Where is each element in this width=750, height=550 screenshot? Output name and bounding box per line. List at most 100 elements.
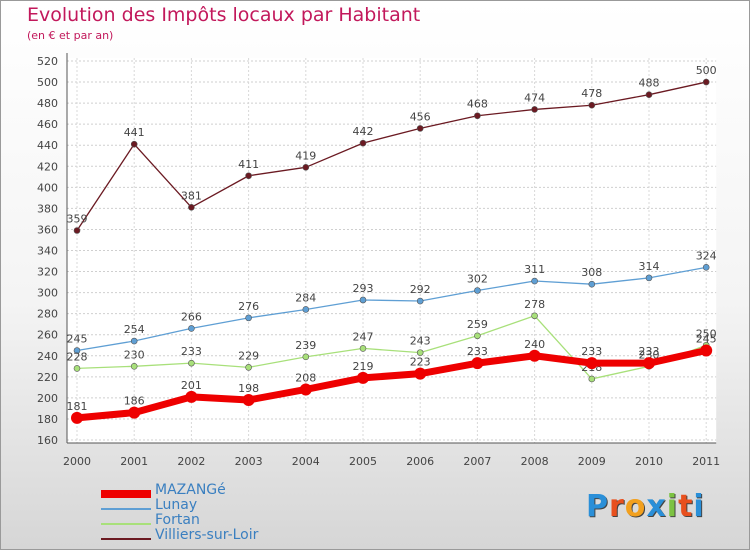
data-label: 245 [696, 333, 717, 346]
data-label: 201 [181, 379, 202, 392]
x-tick-label: 2002 [177, 455, 205, 468]
series-line-villiers-sur-loir [76, 81, 707, 231]
legend-swatch [101, 538, 151, 540]
data-label: 230 [639, 348, 660, 361]
data-label: 474 [524, 91, 545, 104]
data-label: 278 [524, 298, 545, 311]
data-label: 456 [410, 110, 431, 123]
data-point [702, 78, 710, 86]
data-label: 411 [238, 158, 259, 171]
data-point [128, 406, 141, 419]
x-tick-label: 2009 [578, 455, 606, 468]
data-label: 208 [295, 371, 316, 384]
data-point [416, 125, 424, 132]
data-point [302, 353, 310, 361]
y-tick-label: 400 [37, 181, 58, 194]
x-tick-label: 2003 [235, 455, 263, 468]
data-point [299, 383, 312, 396]
data-point [588, 101, 596, 109]
data-point [188, 204, 195, 211]
series-line-fortan [76, 315, 707, 380]
data-label: 254 [124, 323, 145, 336]
data-point [73, 227, 81, 234]
proxiti-logo: Proxiti [586, 489, 705, 524]
data-label: 239 [295, 339, 316, 352]
data-label: 233 [181, 345, 202, 358]
data-label: 293 [353, 282, 374, 295]
data-label: 468 [467, 98, 488, 111]
x-tick-label: 2006 [406, 455, 434, 468]
y-tick-label: 280 [37, 308, 58, 321]
data-label: 233 [639, 345, 660, 358]
data-label: 181 [67, 400, 88, 413]
data-point [588, 375, 596, 383]
legend-label: Fortan [155, 512, 200, 528]
y-tick-label: 180 [37, 413, 58, 426]
data-point [531, 277, 538, 285]
data-label: 442 [353, 125, 374, 138]
y-tick-label: 240 [37, 350, 58, 363]
logo-letter: r [609, 489, 625, 524]
data-point [73, 365, 81, 372]
chart-title: Evolution des Impôts locaux par Habitant [27, 4, 421, 26]
data-label: 198 [238, 382, 259, 395]
data-point [71, 411, 83, 424]
data-label: 488 [639, 77, 660, 90]
data-point [528, 349, 541, 362]
y-tick-label: 420 [37, 160, 58, 173]
y-tick-label: 300 [37, 287, 58, 300]
x-tick-label: 2005 [349, 455, 377, 468]
x-tick-label: 2010 [635, 455, 663, 468]
data-label: 219 [353, 360, 374, 373]
data-label: 230 [124, 348, 145, 361]
data-label: 240 [524, 338, 545, 351]
chart-subtitle: (en € et par an) [27, 29, 114, 42]
data-point [414, 367, 427, 380]
data-label: 292 [410, 283, 431, 296]
data-label: 324 [696, 249, 717, 262]
y-tick-label: 500 [37, 76, 58, 89]
logo-letter: o [624, 489, 647, 524]
data-label: 243 [410, 335, 431, 348]
data-point [416, 297, 424, 305]
data-point [531, 312, 538, 320]
data-label: 245 [67, 333, 88, 346]
y-tick-label: 440 [37, 139, 58, 152]
logo-letter: i [666, 489, 679, 524]
data-label: 250 [696, 327, 717, 340]
data-point [245, 364, 252, 371]
data-label: 314 [639, 260, 660, 273]
data-point [359, 139, 367, 147]
data-point [474, 287, 481, 294]
data-label: 229 [238, 349, 259, 362]
data-point [702, 264, 710, 271]
data-label: 419 [295, 149, 316, 162]
legend-label: MAZANGé [155, 482, 226, 498]
legend-label: Villiers-sur-Loir [155, 527, 259, 543]
data-point [130, 337, 138, 345]
data-point [302, 164, 310, 171]
legend-swatch [101, 523, 151, 525]
data-point [188, 359, 195, 367]
data-point [645, 274, 653, 282]
data-point [531, 106, 538, 113]
data-point [188, 325, 195, 332]
data-point [416, 349, 424, 356]
data-point [700, 344, 713, 357]
data-label: 233 [581, 345, 602, 358]
data-point [357, 371, 369, 384]
data-label: 228 [67, 350, 88, 363]
data-point [474, 332, 481, 340]
data-point [302, 306, 310, 313]
data-point [73, 347, 81, 354]
data-point [359, 345, 367, 352]
data-label: 302 [467, 273, 488, 286]
data-point [585, 357, 598, 370]
y-tick-label: 360 [37, 223, 58, 236]
y-tick-label: 520 [37, 55, 58, 68]
y-tick-label: 460 [37, 118, 58, 131]
data-point [130, 363, 138, 370]
x-tick-label: 2001 [120, 455, 148, 468]
